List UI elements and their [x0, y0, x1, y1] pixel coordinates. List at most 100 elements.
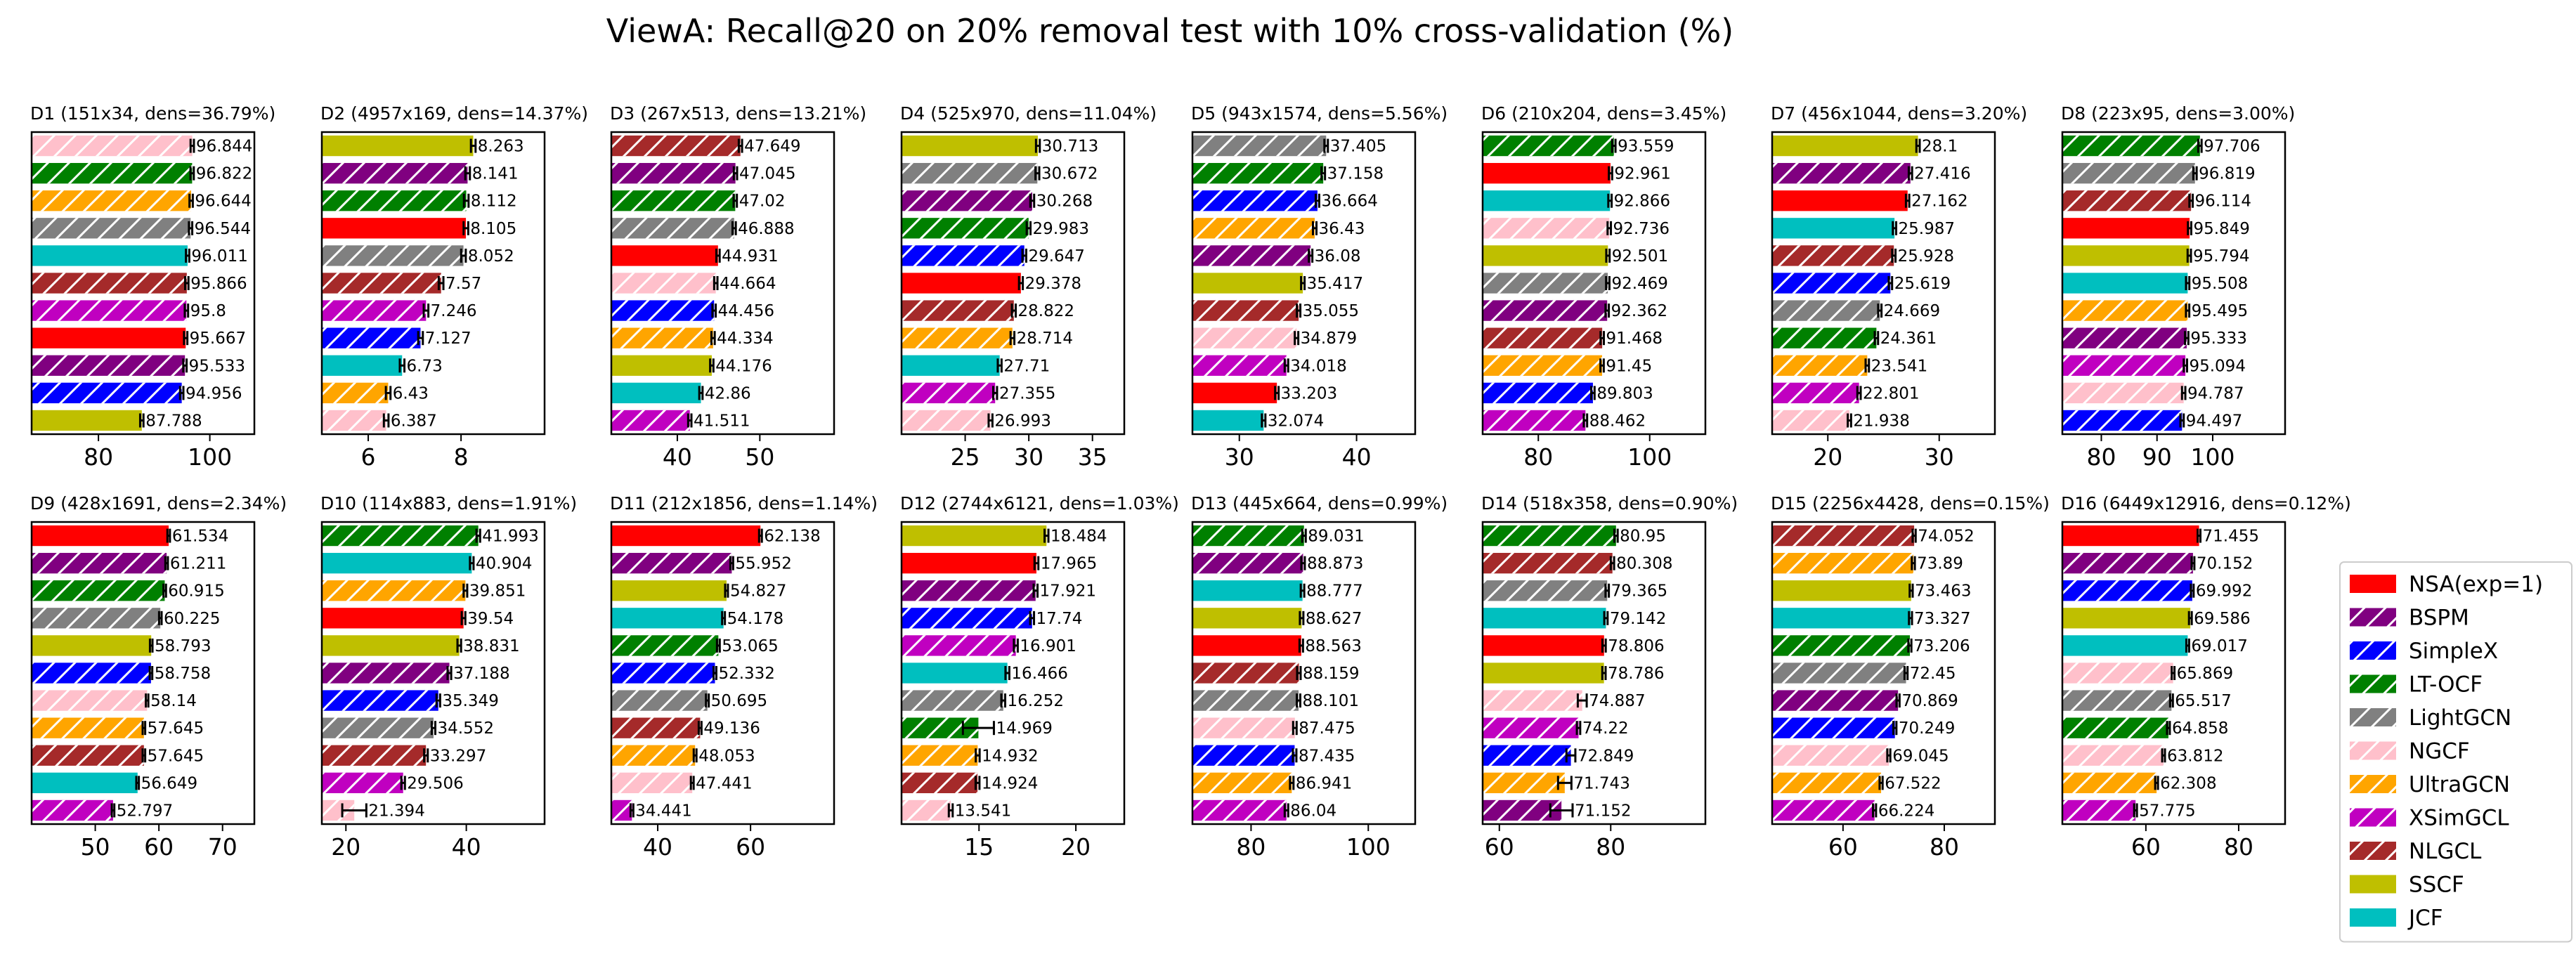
data-label: 95.8	[190, 302, 226, 320]
bar-hatch	[611, 135, 741, 157]
bar-hatch	[1772, 772, 1882, 794]
bar-lightgcn: 34.552	[322, 717, 494, 738]
data-label: 92.362	[1611, 302, 1667, 320]
bar-hatch	[1772, 717, 1895, 738]
subplot-title: D12 (2744x6121, dens=1.03%)	[900, 493, 1179, 514]
bar-jcf: 79.142	[1483, 608, 1666, 629]
bar-xsimgcl: 27.355	[902, 382, 1055, 404]
data-label: 17.965	[1041, 555, 1097, 573]
bar-hatch	[1192, 799, 1287, 821]
x-tick-label: 40	[1342, 443, 1372, 471]
data-label: 96.544	[195, 220, 251, 238]
data-label: 47.02	[739, 192, 786, 211]
subplot-title: D15 (2256x4428, dens=0.15%)	[1771, 493, 2050, 514]
bar-hatch	[2062, 717, 2168, 738]
bar-rect	[1192, 635, 1301, 656]
bar-lightgcn: 96.819	[2062, 162, 2256, 184]
bar-hatch	[1483, 552, 1613, 574]
x-tick-label: 80	[2224, 833, 2253, 861]
bar-lightgcn: 72.45	[1772, 663, 1956, 684]
bar-lt-ocf: 96.822	[32, 162, 252, 184]
data-label: 53.065	[722, 637, 778, 655]
data-label: 18.484	[1050, 528, 1107, 546]
data-label: 95.333	[2190, 329, 2246, 348]
axes-frame	[2061, 131, 2286, 436]
bar-hatch	[2062, 410, 2183, 431]
bar-nlgcl: 49.136	[611, 717, 760, 738]
legend-swatch	[2350, 908, 2396, 927]
bar-hatch	[322, 190, 467, 211]
x-tick-label: 6	[361, 443, 376, 471]
bar-nsa-exp-1: 71.455	[2062, 525, 2259, 547]
axes-frame	[1481, 521, 1707, 825]
x-tick-label: 80	[84, 443, 113, 471]
bar-lt-ocf: 47.02	[611, 190, 786, 211]
data-label: 88.101	[1303, 692, 1359, 710]
data-label: 44.664	[720, 275, 776, 293]
data-label: 34.441	[635, 802, 691, 820]
bar-hatch	[902, 162, 1038, 184]
bar-hatch	[902, 799, 951, 821]
bar-ultragcn: 95.495	[2062, 300, 2248, 321]
bar-hatch	[1192, 190, 1318, 211]
bar-hatch	[1483, 580, 1608, 601]
data-label: 73.327	[1914, 610, 1970, 628]
data-label: 6.73	[407, 357, 443, 375]
bar-rect	[322, 608, 464, 629]
bar-rect	[322, 355, 403, 376]
bar-nlgcl: 91.468	[1483, 327, 1663, 348]
axes-frame	[2061, 521, 2286, 825]
bar-lightgcn: 88.101	[1192, 690, 1359, 711]
bar-ultragcn: 28.714	[902, 327, 1073, 348]
bar-hatch	[1772, 355, 1868, 376]
bar-hatch	[322, 745, 427, 766]
legend-item-xsimgcl: XSimGCL	[2350, 806, 2509, 831]
bar-hatch	[2062, 382, 2184, 404]
bar-hatch	[611, 410, 690, 431]
bar-rect	[902, 663, 1008, 684]
bar-hatch	[322, 382, 389, 404]
bar-hatch	[32, 190, 192, 211]
bar-ultragcn: 36.43	[1192, 218, 1365, 239]
bar-hatch	[1192, 300, 1299, 321]
bar-bspm: 55.952	[611, 552, 792, 574]
data-label: 39.54	[467, 610, 514, 628]
bar-rect	[2062, 245, 2190, 266]
data-label: 65.869	[2177, 665, 2233, 683]
data-label: 88.563	[1305, 637, 1361, 655]
bar-hatch	[902, 190, 1032, 211]
figure-title: ViewA: Recall@20 on 20% removal test wit…	[606, 12, 1733, 50]
bar-xsimgcl: 34.018	[1192, 355, 1347, 376]
legend-label: NGCF	[2409, 739, 2470, 764]
data-label: 89.803	[1596, 384, 1653, 403]
bar-simplex: 52.332	[611, 663, 775, 684]
data-label: 37.158	[1327, 165, 1384, 183]
bar-ultragcn: 62.308	[2062, 772, 2217, 794]
data-label: 27.162	[1911, 192, 1967, 211]
data-label: 74.887	[1589, 692, 1645, 710]
bar-hatch	[1192, 245, 1311, 266]
bar-sscf: 73.463	[1772, 580, 1972, 601]
bar-bspm: 36.08	[1192, 245, 1361, 266]
x-tick-label: 40	[643, 833, 672, 861]
bar-simplex: 36.664	[1192, 190, 1378, 211]
data-label: 79.365	[1611, 582, 1667, 601]
bar-nsa-exp-1: 92.961	[1483, 162, 1671, 184]
data-label: 39.851	[469, 582, 526, 601]
legend-label: SimpleX	[2409, 639, 2498, 664]
bar-ultragcn: 71.743	[1483, 772, 1630, 794]
bar-nlgcl: 35.055	[1192, 300, 1359, 321]
subplot-title: D14 (518x358, dens=0.90%)	[1481, 493, 1738, 514]
bar-hatch	[1483, 745, 1571, 766]
bar-lt-ocf: 53.065	[611, 635, 779, 656]
bar-lt-ocf: 8.112	[322, 190, 517, 211]
data-label: 46.888	[738, 220, 794, 238]
bar-lt-ocf: 64.858	[2062, 717, 2228, 738]
bar-nsa-exp-1: 29.378	[902, 273, 1081, 294]
x-tick-label: 80	[1236, 833, 1266, 861]
data-label: 60.915	[168, 582, 224, 601]
bar-hatch	[322, 525, 479, 547]
bar-hatch	[322, 162, 468, 184]
data-label: 35.417	[1307, 275, 1363, 293]
bar-nlgcl: 25.928	[1772, 245, 1954, 266]
